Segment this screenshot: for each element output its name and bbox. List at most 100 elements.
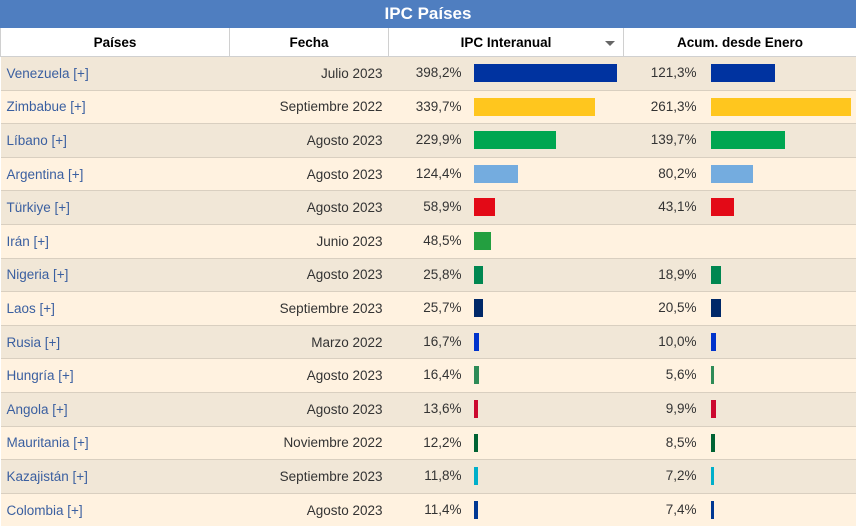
acum-value: 121,3% xyxy=(624,57,697,89)
ipc-value: 11,4% xyxy=(389,494,462,526)
ipc-bar xyxy=(474,400,479,418)
acum-bar xyxy=(711,198,734,216)
acum-cell: 139,7% xyxy=(624,124,856,158)
country-link[interactable]: Irán [+] xyxy=(7,234,49,249)
ipc-bar xyxy=(474,232,491,250)
acum-value: 261,3% xyxy=(624,91,697,123)
acum-value: 10,0% xyxy=(624,326,697,358)
table-title: IPC Países xyxy=(0,0,856,28)
ipc-bar xyxy=(474,64,617,82)
country-link[interactable]: Mauritania [+] xyxy=(7,435,89,450)
country-cell: Venezuela [+] xyxy=(1,57,230,91)
country-cell: Mauritania [+] xyxy=(1,426,230,460)
ipc-cell: 48,5% xyxy=(389,224,624,258)
ipc-cell: 58,9% xyxy=(389,191,624,225)
ipc-bar xyxy=(474,266,483,284)
ipc-value: 25,7% xyxy=(389,292,462,324)
country-link[interactable]: Hungría [+] xyxy=(7,368,74,383)
date-cell: Agosto 2023 xyxy=(230,359,389,393)
header-acum[interactable]: Acum. desde Enero xyxy=(624,28,856,57)
ipc-value: 58,9% xyxy=(389,191,462,223)
ipc-bar xyxy=(474,434,478,452)
acum-value: 7,2% xyxy=(624,460,697,492)
header-date[interactable]: Fecha xyxy=(230,28,389,57)
acum-bar xyxy=(711,266,721,284)
ipc-bar xyxy=(474,98,596,116)
date-cell: Agosto 2023 xyxy=(230,124,389,158)
country-link[interactable]: Angola [+] xyxy=(7,402,68,417)
acum-value: 9,9% xyxy=(624,393,697,425)
country-cell: Laos [+] xyxy=(1,292,230,326)
ipc-cell: 11,8% xyxy=(389,460,624,494)
ipc-value: 398,2% xyxy=(389,57,462,89)
date-cell: Septiembre 2023 xyxy=(230,460,389,494)
ipc-cell: 12,2% xyxy=(389,426,624,460)
acum-bar xyxy=(711,299,722,317)
country-link[interactable]: Líbano [+] xyxy=(7,133,67,148)
acum-bar xyxy=(711,98,851,116)
header-ipc[interactable]: IPC Interanual xyxy=(389,28,624,57)
acum-value: 80,2% xyxy=(624,158,697,190)
acum-bar xyxy=(711,467,715,485)
ipc-value: 11,8% xyxy=(389,460,462,492)
ipc-value: 48,5% xyxy=(389,225,462,257)
ipc-bar xyxy=(474,165,519,183)
acum-bar xyxy=(711,434,716,452)
ipc-bar xyxy=(474,198,495,216)
ipc-bar xyxy=(474,333,480,351)
ipc-bar xyxy=(474,131,557,149)
country-link[interactable]: Türkiye [+] xyxy=(7,200,70,215)
country-link[interactable]: Kazajistán [+] xyxy=(7,469,88,484)
country-link[interactable]: Argentina [+] xyxy=(7,167,84,182)
country-cell: Zimbabue [+] xyxy=(1,90,230,124)
acum-bar xyxy=(711,333,716,351)
ipc-cell: 25,7% xyxy=(389,292,624,326)
country-link[interactable]: Colombia [+] xyxy=(7,503,83,518)
date-cell: Junio 2023 xyxy=(230,224,389,258)
header-ipc-label: IPC Interanual xyxy=(461,35,552,50)
country-link[interactable]: Rusia [+] xyxy=(7,335,61,350)
date-cell: Noviembre 2022 xyxy=(230,426,389,460)
ipc-bar xyxy=(474,299,483,317)
country-cell: Nigeria [+] xyxy=(1,258,230,292)
sort-descending-icon[interactable] xyxy=(605,41,615,46)
date-cell: Agosto 2023 xyxy=(230,258,389,292)
ipc-value: 16,7% xyxy=(389,326,462,358)
country-cell: Líbano [+] xyxy=(1,124,230,158)
acum-cell: 7,2% xyxy=(624,460,856,494)
country-link[interactable]: Venezuela [+] xyxy=(7,66,89,81)
header-country[interactable]: Países xyxy=(1,28,230,57)
acum-cell: 10,0% xyxy=(624,325,856,359)
acum-cell: 5,6% xyxy=(624,359,856,393)
date-cell: Agosto 2023 xyxy=(230,493,389,526)
acum-value: 5,6% xyxy=(624,359,697,391)
ipc-bar xyxy=(474,366,480,384)
acum-value: 139,7% xyxy=(624,124,697,156)
country-link[interactable]: Zimbabue [+] xyxy=(7,99,86,114)
ipc-value: 124,4% xyxy=(389,158,462,190)
date-cell: Marzo 2022 xyxy=(230,325,389,359)
country-link[interactable]: Laos [+] xyxy=(7,301,55,316)
date-cell: Septiembre 2023 xyxy=(230,292,389,326)
ipc-value: 229,9% xyxy=(389,124,462,156)
ipc-value: 339,7% xyxy=(389,91,462,123)
acum-bar xyxy=(711,366,714,384)
acum-bar xyxy=(711,165,754,183)
country-link[interactable]: Nigeria [+] xyxy=(7,267,69,282)
acum-cell: 43,1% xyxy=(624,191,856,225)
acum-cell: 9,9% xyxy=(624,392,856,426)
country-cell: Argentina [+] xyxy=(1,157,230,191)
acum-cell: 8,5% xyxy=(624,426,856,460)
acum-cell: 18,9% xyxy=(624,258,856,292)
ipc-cell: 25,8% xyxy=(389,258,624,292)
